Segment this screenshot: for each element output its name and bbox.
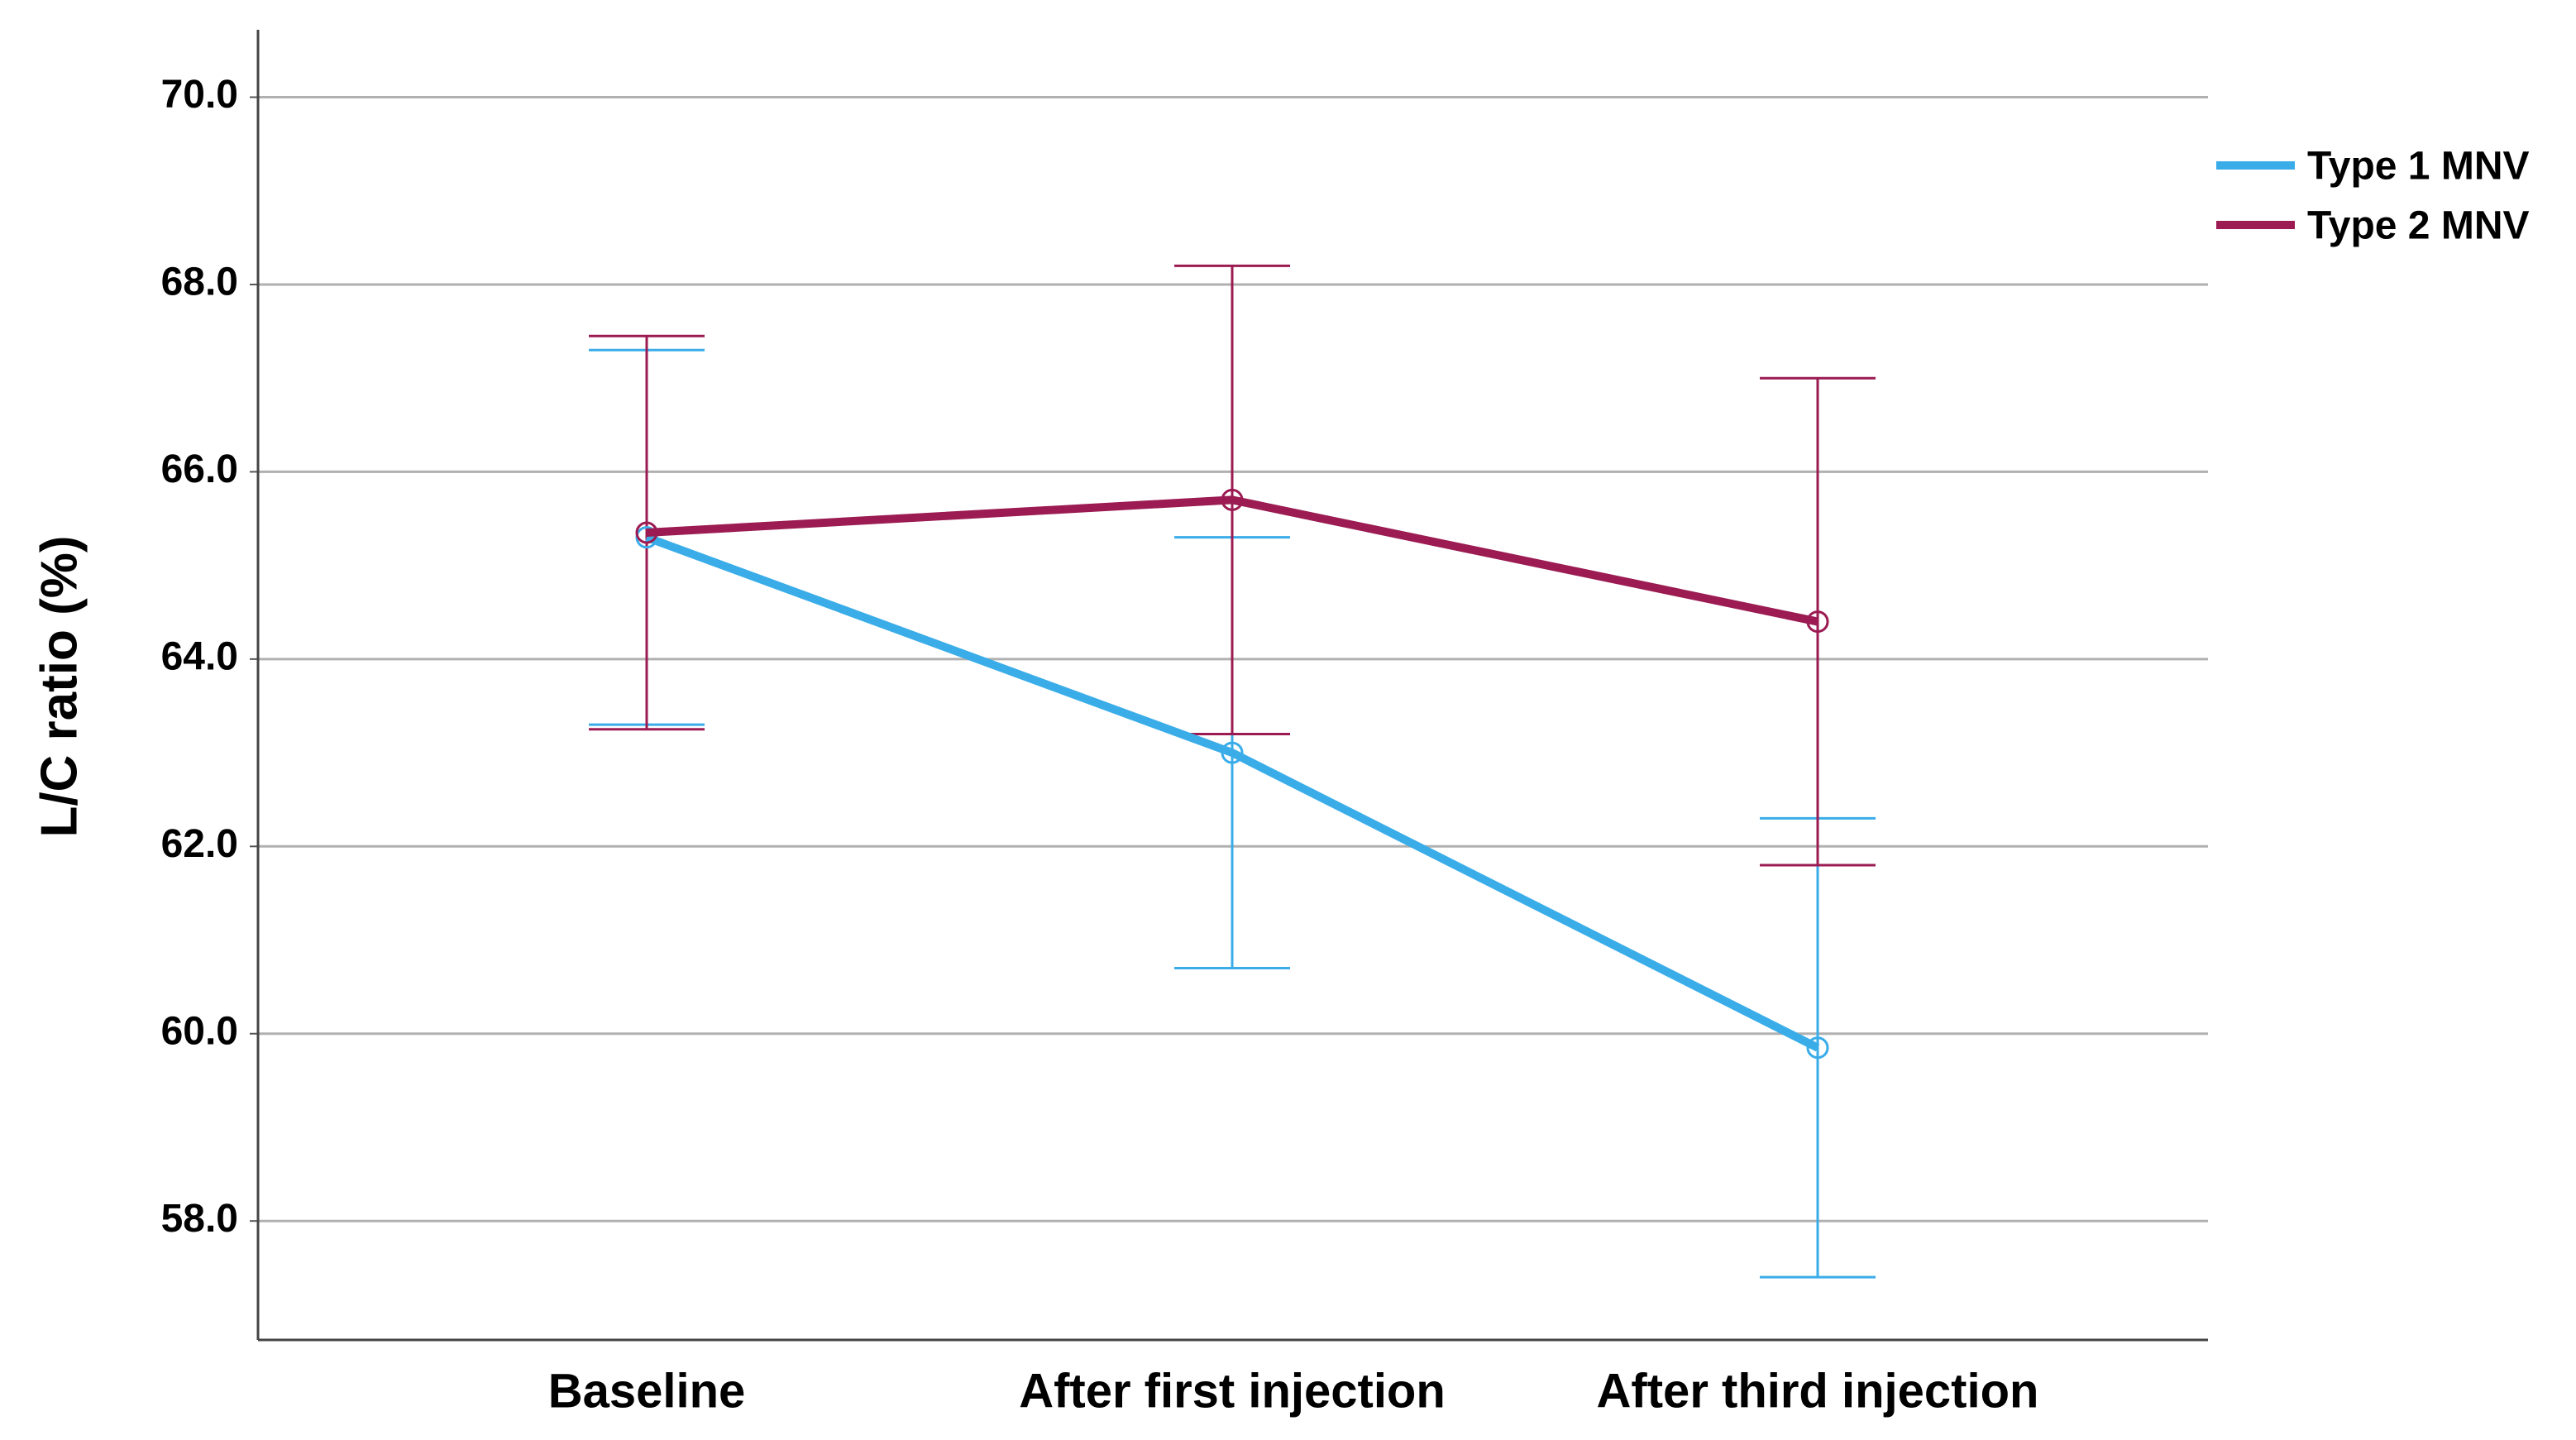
y-tick-label: 60.0 xyxy=(161,1009,238,1053)
y-tick-label: 58.0 xyxy=(161,1197,238,1241)
legend-label: Type 2 MNV xyxy=(2307,204,2530,248)
point-marker xyxy=(1806,610,1829,634)
point-marker xyxy=(1221,488,1244,511)
point-marker xyxy=(635,521,658,544)
x-tick-label: Baseline xyxy=(548,1364,746,1418)
y-axis-title: L/C ratio (%) xyxy=(31,535,88,837)
point-marker xyxy=(1221,741,1244,764)
y-tick-label: 66.0 xyxy=(161,447,238,491)
y-tick-label: 64.0 xyxy=(161,635,238,679)
y-tick-label: 62.0 xyxy=(161,822,238,866)
series-line xyxy=(645,533,1820,1052)
point-marker xyxy=(1806,1036,1829,1060)
y-tick-label: 68.0 xyxy=(161,261,238,304)
legend-label: Type 1 MNV xyxy=(2307,145,2530,189)
x-tick-label: After first injection xyxy=(1019,1364,1446,1418)
x-tick-label: After third injection xyxy=(1597,1364,2039,1418)
series-line xyxy=(646,495,1819,626)
y-tick-label: 70.0 xyxy=(161,73,238,117)
